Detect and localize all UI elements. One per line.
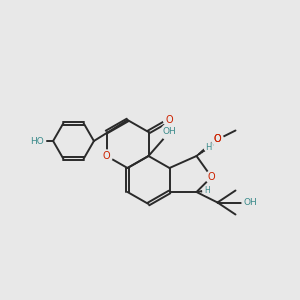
Text: O: O [103, 151, 110, 161]
Text: O: O [214, 134, 221, 145]
Circle shape [100, 150, 112, 162]
Polygon shape [196, 138, 219, 156]
Text: OH: OH [244, 198, 257, 207]
Polygon shape [205, 190, 206, 192]
Circle shape [242, 194, 259, 211]
Polygon shape [196, 155, 198, 156]
Circle shape [28, 132, 46, 150]
Text: O: O [166, 115, 173, 125]
Polygon shape [201, 191, 202, 192]
Circle shape [204, 142, 213, 152]
Polygon shape [199, 191, 200, 192]
Circle shape [206, 171, 218, 183]
Polygon shape [206, 147, 208, 149]
Text: HO: HO [30, 136, 44, 146]
Text: H: H [204, 186, 210, 195]
Circle shape [161, 124, 178, 140]
Polygon shape [203, 149, 205, 151]
Text: OH: OH [163, 128, 176, 136]
Text: O: O [214, 134, 221, 145]
Polygon shape [199, 153, 200, 154]
Polygon shape [201, 151, 203, 153]
Text: H: H [205, 142, 212, 152]
Text: O: O [208, 172, 215, 182]
Polygon shape [203, 190, 204, 192]
Circle shape [164, 114, 175, 126]
Circle shape [203, 186, 211, 195]
Circle shape [212, 134, 224, 146]
Circle shape [212, 134, 223, 145]
